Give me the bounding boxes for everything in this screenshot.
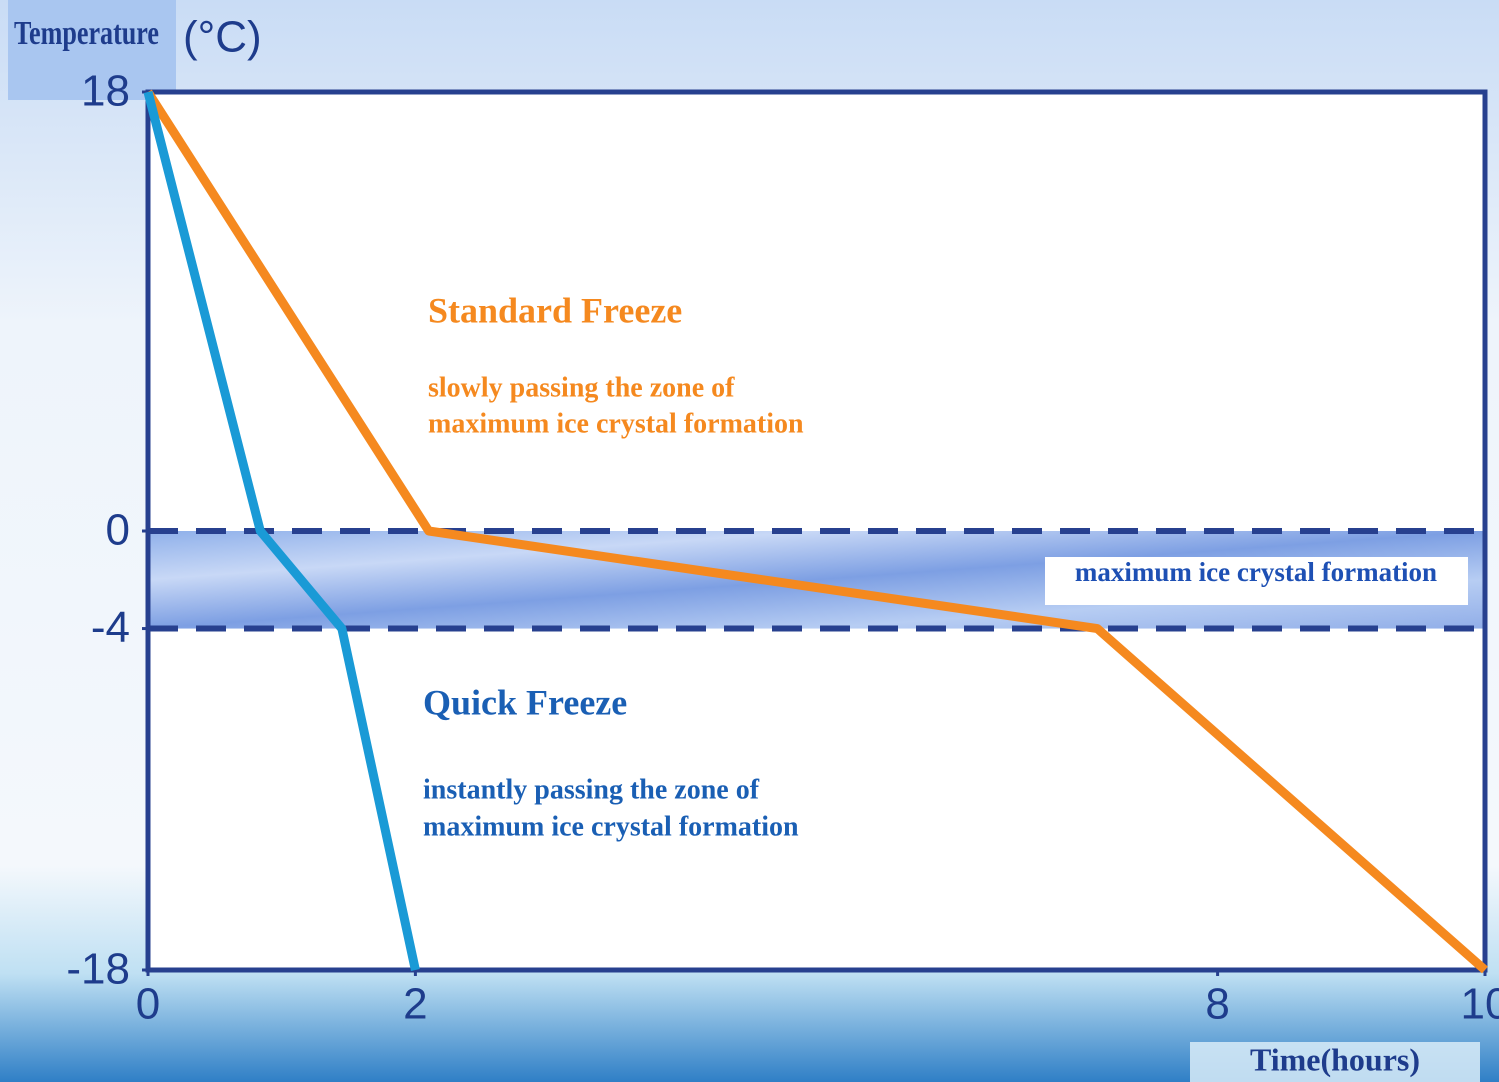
series-name: Standard Freeze	[428, 290, 682, 330]
x-tick-label: 2	[403, 980, 427, 1029]
x-label: Time(hours)	[1250, 1041, 1420, 1077]
y-tick-label: -18	[66, 945, 130, 994]
series-name: Quick Freeze	[423, 682, 627, 722]
series-description: maximum ice crystal formation	[428, 408, 804, 439]
y-tick-label: -4	[91, 603, 130, 652]
x-tick-label: 8	[1205, 980, 1229, 1029]
series-line	[144, 89, 1488, 974]
x-tick-label: 0	[136, 980, 160, 1029]
y-tick-label: 0	[106, 506, 130, 555]
plot-frame	[145, 89, 1488, 973]
x-tick-label: 10	[1461, 980, 1499, 1029]
y-label: Temperature	[14, 15, 159, 52]
x-label-box	[1190, 1042, 1480, 1082]
series-description: slowly passing the zone of	[428, 372, 735, 403]
series-description: maximum ice crystal formation	[423, 811, 799, 842]
label-panel	[8, 0, 176, 100]
series-line	[143, 90, 420, 971]
y-tick-label: 18	[81, 67, 130, 116]
y-unit: (°C)	[183, 13, 262, 62]
zone-label-box	[1045, 557, 1468, 605]
zone-label: maximum ice crystal formation	[1075, 557, 1437, 587]
series-description: instantly passing the zone of	[423, 774, 760, 805]
